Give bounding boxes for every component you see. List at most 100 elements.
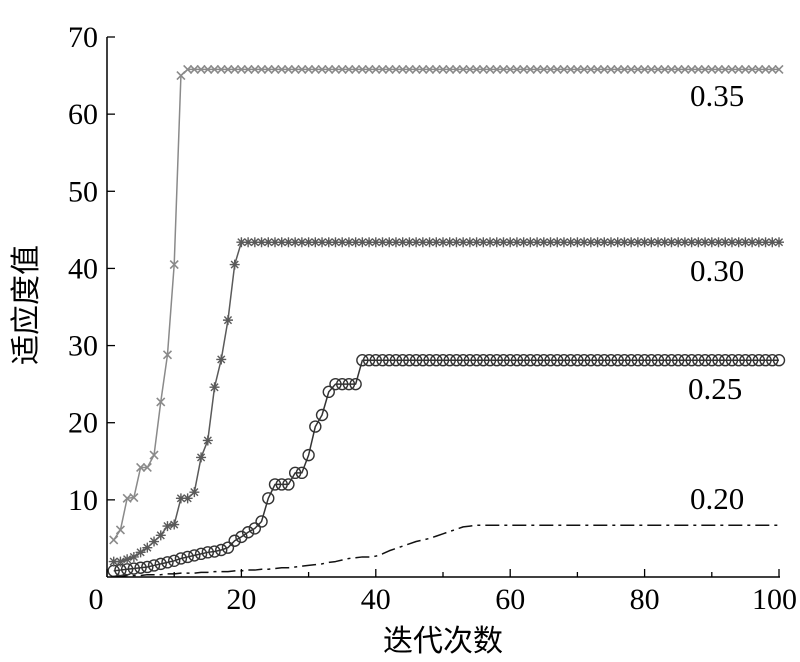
data-point xyxy=(639,237,650,248)
data-point xyxy=(774,237,784,248)
data-point xyxy=(565,237,576,248)
data-point xyxy=(606,237,616,248)
data-point xyxy=(411,237,422,248)
data-point xyxy=(275,478,288,491)
data-point xyxy=(389,354,403,367)
data-point xyxy=(497,354,510,367)
data-point xyxy=(559,64,569,74)
data-point xyxy=(108,556,119,567)
data-point xyxy=(241,526,255,539)
data-point xyxy=(350,237,361,248)
data-point xyxy=(194,547,208,561)
data-point xyxy=(142,542,153,553)
data-point xyxy=(490,354,503,367)
data-point xyxy=(598,354,611,367)
data-point xyxy=(344,64,354,74)
series-0-25 xyxy=(107,354,786,578)
data-point xyxy=(444,237,455,248)
data-point xyxy=(477,354,490,367)
x-tick-label: 0 xyxy=(89,583,104,616)
data-point xyxy=(248,522,262,535)
data-point xyxy=(539,64,549,74)
data-point xyxy=(660,64,670,74)
data-point xyxy=(404,237,415,248)
data-point xyxy=(162,521,173,532)
data-point xyxy=(351,64,361,74)
y-axis-label: 适应度值 xyxy=(9,245,44,365)
data-point xyxy=(693,237,704,248)
data-point xyxy=(223,64,233,74)
data-point xyxy=(706,237,717,248)
data-point xyxy=(161,556,174,569)
data-point xyxy=(678,354,692,367)
data-point xyxy=(604,354,618,367)
data-point xyxy=(599,237,610,248)
data-point xyxy=(424,237,435,248)
data-point xyxy=(450,354,463,367)
data-point xyxy=(142,462,152,473)
data-point xyxy=(203,64,213,74)
data-point xyxy=(357,64,367,74)
data-point xyxy=(618,354,631,367)
data-point xyxy=(322,385,335,399)
data-point xyxy=(640,64,650,74)
data-point xyxy=(612,237,623,248)
x-tick-label: 80 xyxy=(630,583,660,616)
data-point xyxy=(364,237,375,248)
data-point xyxy=(726,237,737,248)
data-point xyxy=(558,237,569,248)
series-labels: 0.35 0.30 0.25 0.20 xyxy=(688,78,744,516)
data-point xyxy=(288,466,302,480)
data-point xyxy=(329,377,342,391)
data-point xyxy=(370,237,381,248)
data-point xyxy=(290,237,301,248)
data-point xyxy=(438,64,448,74)
data-point xyxy=(397,237,408,248)
data-point xyxy=(739,354,752,367)
data-point xyxy=(256,64,267,74)
data-point xyxy=(310,64,320,74)
data-point xyxy=(228,534,241,547)
data-point xyxy=(653,64,663,74)
data-point xyxy=(626,237,637,248)
data-point xyxy=(538,237,549,248)
data-point xyxy=(599,64,609,74)
data-point xyxy=(511,237,522,248)
data-point xyxy=(390,237,401,248)
data-point xyxy=(592,237,603,248)
data-point xyxy=(255,515,268,528)
data-point xyxy=(424,64,435,74)
data-point xyxy=(283,64,294,74)
data-point xyxy=(732,354,745,367)
data-point xyxy=(323,237,334,248)
data-point xyxy=(591,354,604,367)
data-point xyxy=(418,64,428,74)
data-point xyxy=(189,64,199,74)
data-point xyxy=(551,354,564,367)
data-point xyxy=(505,64,515,74)
data-point xyxy=(451,64,462,74)
y-tick-label: 30 xyxy=(68,330,98,363)
data-point xyxy=(685,354,698,367)
data-point xyxy=(510,354,524,367)
data-point xyxy=(343,237,354,248)
data-point xyxy=(431,237,442,248)
data-point xyxy=(752,354,766,367)
y-tick-label: 10 xyxy=(68,484,98,517)
plot-area xyxy=(107,64,786,578)
data-point xyxy=(404,64,414,74)
data-point xyxy=(465,64,475,74)
data-point xyxy=(740,237,751,248)
data-point xyxy=(330,237,341,248)
data-point xyxy=(491,237,502,248)
data-point xyxy=(295,466,309,480)
data-point xyxy=(377,64,388,74)
data-point xyxy=(666,64,677,74)
data-point xyxy=(693,64,703,74)
data-point xyxy=(423,354,436,367)
data-point xyxy=(700,237,711,248)
data-point xyxy=(134,561,147,574)
series-0-20 xyxy=(113,524,779,577)
data-point xyxy=(626,64,636,74)
